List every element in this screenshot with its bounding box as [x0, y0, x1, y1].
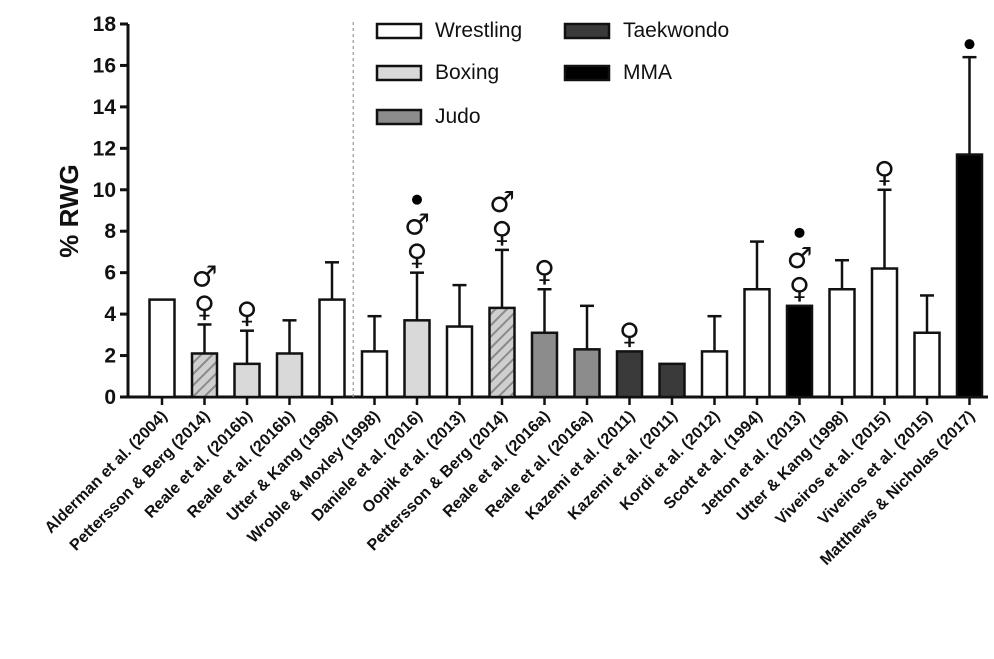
y-tick-label: 12 [93, 137, 116, 160]
x-tick-label: Matthews & Nicholas (2017) [817, 408, 978, 569]
dot-marker [794, 227, 805, 238]
bar [445, 325, 474, 399]
legend-label: MMA [623, 61, 672, 84]
dot-marker [412, 194, 422, 205]
female-symbol: ♀ [619, 316, 640, 350]
y-tick-label: 14 [93, 96, 117, 119]
legend-label: Boxing [435, 61, 499, 84]
bar [913, 331, 941, 399]
y-tick-label: 18 [93, 13, 117, 36]
bars [148, 55, 984, 399]
legend-label: Wrestling [435, 19, 522, 42]
y-tick-label: 0 [104, 386, 116, 409]
y-tick-label: 10 [93, 179, 116, 202]
bar [785, 304, 814, 399]
legend-label: Taekwondo [623, 19, 729, 42]
dot-marker [964, 39, 975, 50]
significance-markers: ♀♂♀♀♂ ♀♂♀♀♀♂♀ [192, 39, 975, 350]
y-tick-label: 16 [93, 54, 116, 77]
bar [233, 362, 261, 399]
bar [190, 352, 219, 399]
legend-label: Judo [435, 105, 481, 128]
bar [530, 331, 559, 399]
legend-swatch [375, 108, 423, 126]
male-symbol: ♂ [404, 208, 430, 242]
legend-swatch [375, 22, 423, 40]
female-symbol: ♀ [194, 289, 215, 323]
female-symbol: ♀ [534, 254, 555, 288]
y-tick-label: 2 [104, 345, 116, 368]
legend-swatch [563, 22, 611, 40]
male-symbol: ♂ [787, 241, 813, 275]
female-symbol: ♀ [406, 238, 427, 272]
y-tick-label: 4 [104, 303, 116, 326]
bar [488, 306, 516, 399]
legend: Wrestling Boxing Judo Taekwondo MMA [375, 19, 729, 128]
bar [700, 350, 729, 399]
bar [360, 350, 389, 399]
bar [403, 319, 431, 399]
bar [658, 362, 686, 399]
legend-swatch [375, 64, 423, 82]
male-symbol: ♂ [489, 185, 515, 219]
female-symbol: ♀ [874, 155, 895, 189]
bar [573, 348, 601, 399]
y-tick-label: 8 [104, 220, 116, 243]
bar [955, 153, 984, 399]
bar [148, 298, 176, 399]
legend-swatch [563, 64, 611, 82]
bar [318, 298, 346, 399]
male-symbol: ♂ [192, 259, 218, 293]
bar [615, 350, 644, 399]
bar [870, 267, 899, 399]
bar [828, 287, 856, 399]
bar [743, 287, 771, 399]
female-symbol: ♀ [236, 296, 257, 330]
female-symbol: ♀ [491, 215, 512, 249]
bar [275, 352, 304, 399]
y-tick-label: 6 [104, 262, 116, 285]
female-symbol: ♀ [789, 271, 810, 305]
y-axis-label: % RWG [54, 164, 84, 257]
